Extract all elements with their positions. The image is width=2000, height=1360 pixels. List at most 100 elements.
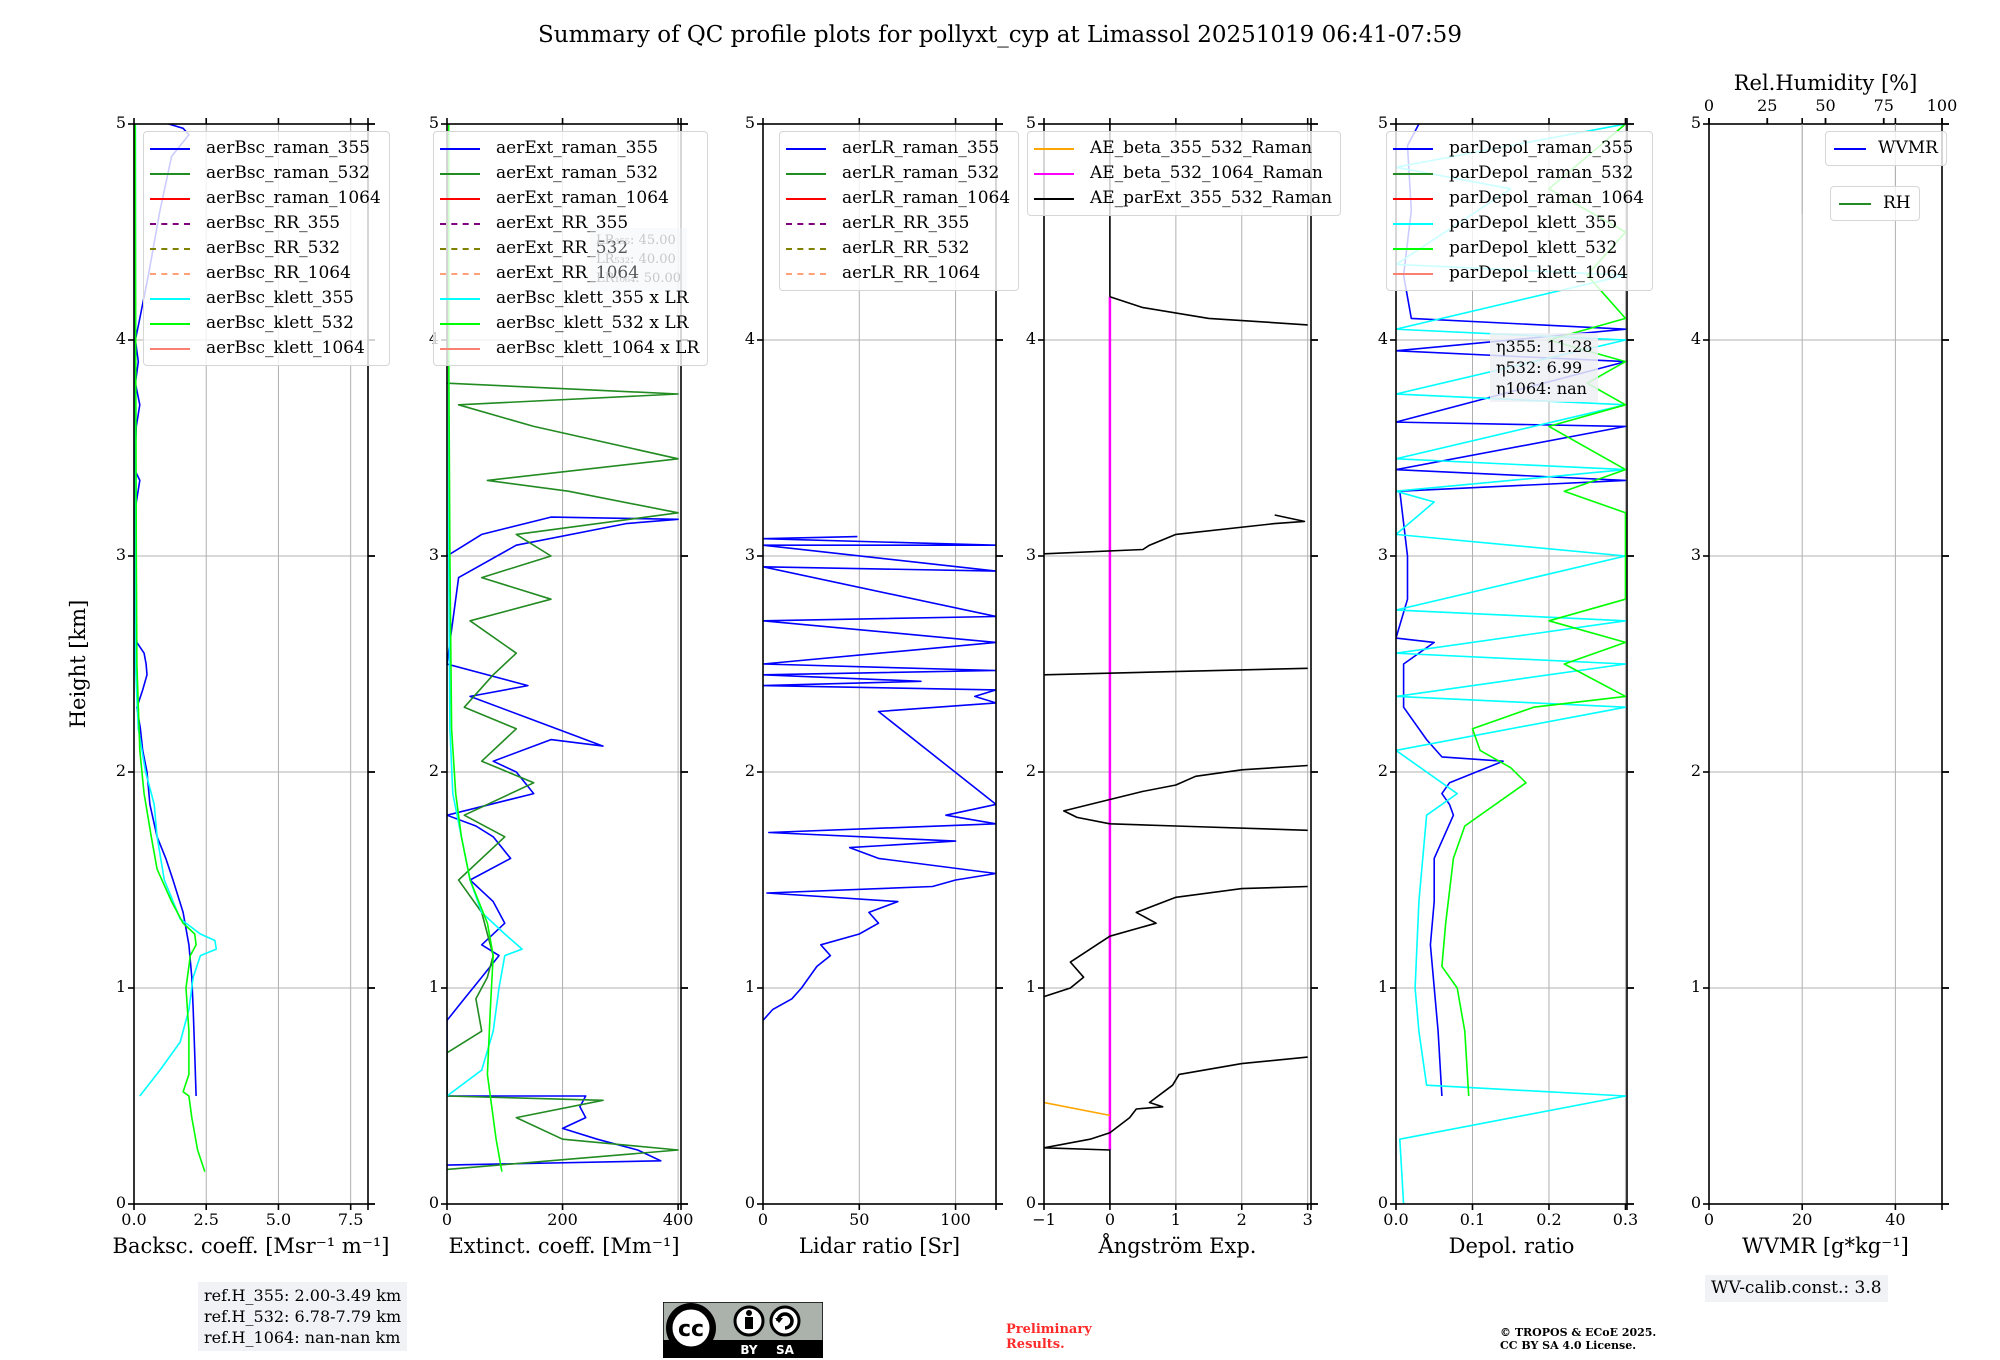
legend-swatch <box>1393 172 1433 175</box>
legend-item: parDepol_klett_532 <box>1393 236 1644 261</box>
legend-label: parDepol_klett_532 <box>1449 238 1618 258</box>
top-x-tick-label: 100 <box>1926 96 1958 115</box>
legend-label: aerBsc_RR_1064 <box>206 263 351 283</box>
legend-swatch <box>1393 197 1433 200</box>
legend-item: aerLR_RR_1064 <box>786 261 1010 286</box>
y-tick-label: 0 <box>115 1193 126 1212</box>
legend-item: parDepol_klett_1064 <box>1393 261 1644 286</box>
legend-item: AE_beta_532_1064_Raman <box>1034 161 1332 186</box>
legend-item: aerBsc_raman_532 <box>150 161 381 186</box>
axes-frame <box>1395 123 1628 1205</box>
y-tick-label: 4 <box>115 329 126 348</box>
legend-item: parDepol_raman_532 <box>1393 161 1644 186</box>
copyright-line-1: © TROPOS & ECoE 2025. <box>1500 1326 1657 1339</box>
legend-swatch <box>440 147 480 150</box>
legend-label: parDepol_raman_355 <box>1449 138 1634 158</box>
legend-item: aerLR_raman_355 <box>786 136 1010 161</box>
legend-label: parDepol_raman_532 <box>1449 163 1634 183</box>
legend-swatch <box>786 222 826 225</box>
legend-label: aerExt_RR_355 <box>496 213 629 233</box>
series-line-pardepol-raman-355 <box>1396 124 1627 1097</box>
y-tick-label: 4 <box>744 329 755 348</box>
x-tick-label: 0 <box>1703 1210 1715 1229</box>
legend-label: aerExt_RR_532 <box>496 238 629 258</box>
x-tick-label: 0.3 <box>1612 1210 1639 1229</box>
y-tick-label: 5 <box>428 113 439 132</box>
ref-height-box: ref.H_355: 2.00-3.49 km ref.H_532: 6.78-… <box>198 1282 408 1351</box>
series-line-ae-parext-355-532-raman <box>1044 1056 1308 1204</box>
legend-swatch <box>786 272 826 275</box>
x-tick-label: 3 <box>1302 1210 1313 1229</box>
top-x-tick-label: 25 <box>1757 96 1778 115</box>
legend-label: aerBsc_RR_355 <box>206 213 341 233</box>
series-line-aerbsc-klett-532-x-lr <box>447 124 503 1172</box>
x-axis-label-panel-5: Depol. ratio <box>1448 1234 1575 1258</box>
legend-label: aerLR_RR_532 <box>842 238 970 258</box>
legend-panel-1: aerBsc_raman_355 aerBsc_raman_532 aerBsc_r… <box>143 131 390 366</box>
x-tick-label: 0.0 <box>1383 1210 1409 1229</box>
legend-label: aerBsc_klett_532 <box>206 313 354 333</box>
legend-item: aerExt_RR_355 <box>440 211 699 236</box>
panel-6 <box>1703 118 1949 1210</box>
x-tick-label: −1 <box>1032 1210 1056 1229</box>
ref-height-355: ref.H_355: 2.00-3.49 km <box>204 1286 402 1305</box>
legend-swatch <box>440 322 480 325</box>
legend-item: aerLR_RR_355 <box>786 211 1010 236</box>
x-tick-label: 0 <box>757 1210 769 1229</box>
legend-label: parDepol_klett_1064 <box>1449 263 1629 283</box>
cc-icon <box>669 1306 713 1350</box>
x-axis-label-panel-6: WVMR [g*kg⁻¹] <box>1742 1234 1909 1258</box>
legend-swatch <box>150 222 190 225</box>
preliminary-line-2: Results. <box>1006 1337 1065 1352</box>
x-axis-label-panel-1: Backsc. coeff. [Msr⁻¹ m⁻¹] <box>112 1234 390 1258</box>
legend-wvmr: WVMR <box>1825 131 1947 166</box>
y-tick-label: 1 <box>1690 977 1701 996</box>
top-x-tick-label: 0 <box>1703 96 1715 115</box>
y-axis-label: Height [km] <box>66 599 90 729</box>
x-tick-label: 200 <box>547 1210 578 1229</box>
preliminary-line-1: Preliminary <box>1006 1322 1092 1337</box>
legend-swatch <box>440 347 480 350</box>
legend-label: AE_beta_355_532_Raman <box>1090 138 1313 158</box>
legend-label: aerBsc_raman_532 <box>206 163 370 183</box>
series-line-ae-beta-355-532-raman <box>1044 1101 1111 1117</box>
x-axis-label-panel-4: Ångström Exp. <box>1098 1234 1257 1258</box>
x-tick-label: 0.0 <box>121 1210 147 1229</box>
legend-swatch <box>150 172 190 175</box>
x-axis-label-panel-2: Extinct. coeff. [Mm⁻¹] <box>448 1234 680 1258</box>
legend-label: aerExt_raman_532 <box>496 163 659 183</box>
ref-height-1064: ref.H_1064: nan-nan km <box>204 1328 401 1347</box>
legend-item: aerBsc_klett_355 <box>150 286 381 311</box>
legend-panel-2: aerExt_raman_355 aerExt_raman_532 aerExt_r… <box>433 131 709 366</box>
y-tick-label: 0 <box>1690 1193 1701 1212</box>
x-tick-label: 50 <box>849 1210 870 1229</box>
legend-swatch <box>150 347 190 350</box>
series-line-aerext-raman-355 <box>447 516 679 1166</box>
y-tick-label: 2 <box>115 761 126 780</box>
series-line-aerbsc-klett-355-x-lr <box>447 340 523 1097</box>
legend-item: aerBsc_klett_1064 x LR <box>440 336 699 361</box>
series-line-ae-parext-355-532-raman-4-km- <box>1109 296 1308 326</box>
y-tick-label: 4 <box>1377 329 1388 348</box>
legend-item: aerLR_raman_1064 <box>786 186 1010 211</box>
y-tick-label: 1 <box>1025 977 1036 996</box>
legend-label: aerExt_RR_1064 <box>496 263 640 283</box>
legend-swatch <box>440 297 480 300</box>
x-tick-label: 0 <box>1104 1210 1116 1229</box>
legend-label: aerLR_raman_532 <box>842 163 1000 183</box>
legend-item: aerBsc_RR_532 <box>150 236 381 261</box>
legend-item: aerExt_RR_1064 <box>440 261 699 286</box>
legend-swatch <box>786 247 826 250</box>
legend-swatch <box>440 272 480 275</box>
legend-swatch <box>1034 197 1074 200</box>
x-tick-label: 7.5 <box>337 1210 364 1229</box>
legend-panel-3: aerLR_raman_355 aerLR_raman_532 aerLR_rama… <box>779 131 1020 291</box>
legend-label: aerLR_RR_355 <box>842 213 970 233</box>
series-line-aerbsc-klett-532 <box>134 124 206 1172</box>
copyright-line-2: CC BY SA 4.0 License. <box>1500 1339 1637 1352</box>
x-tick-label: 0.1 <box>1459 1210 1486 1229</box>
legend-item: aerLR_RR_532 <box>786 236 1010 261</box>
legend-label: parDepol_klett_355 <box>1449 213 1618 233</box>
panel-4 <box>1038 118 1318 1210</box>
legend-swatch <box>1393 147 1433 150</box>
